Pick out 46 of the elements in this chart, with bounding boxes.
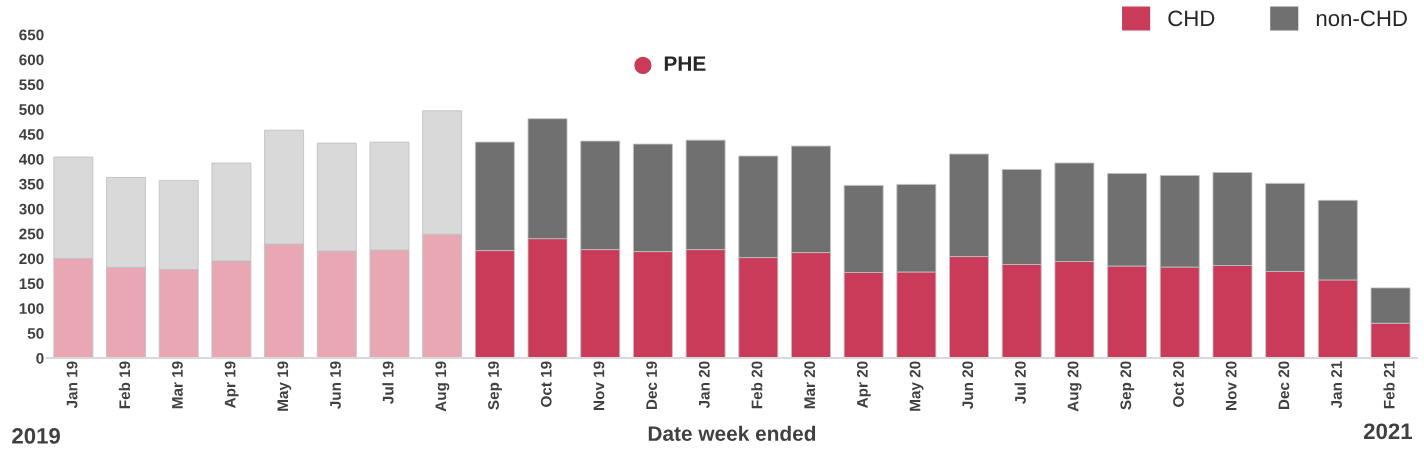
x-axis-title: Date week ended xyxy=(648,425,816,441)
x-tick-label: Feb 19 xyxy=(118,361,131,409)
x-tick-label: Nov 19 xyxy=(593,361,605,410)
x-tick-label: Sep 19 xyxy=(488,361,502,410)
x-tick-label: Dec 20 xyxy=(1278,361,1290,410)
text: 2021 xyxy=(1363,423,1412,440)
y-tick-label: 350 xyxy=(19,178,44,190)
x-tick-label: Sep 20 xyxy=(1120,361,1135,410)
x-tick-label: Mar 19 xyxy=(171,361,183,409)
legend-label: non-CHD xyxy=(1316,10,1407,27)
x-tick-label: Apr 19 xyxy=(224,361,239,408)
x-tick-label: Aug 19 xyxy=(435,361,450,412)
y-tick-label: 300 xyxy=(19,203,44,215)
x-tick-label: Feb 21 xyxy=(1383,361,1395,409)
x-tick-label: Jan 20 xyxy=(698,361,710,409)
y-tick-label: 100 xyxy=(19,303,44,314)
x-tick-label: Oct 20 xyxy=(1173,361,1184,407)
y-tick-label: 550 xyxy=(19,79,44,91)
x-tick-label: Nov 20 xyxy=(1225,361,1237,410)
y-tick-label: 600 xyxy=(19,54,44,66)
y-tick-label: 650 xyxy=(19,29,44,41)
x-tick-label: Jun 19 xyxy=(330,361,341,409)
x-tick-label: Apr 20 xyxy=(856,361,871,408)
x-tick-label: Jan 19 xyxy=(66,361,78,409)
x-tick-label: Jun 20 xyxy=(962,361,974,409)
x-tick-label: Feb 20 xyxy=(751,361,763,409)
x-tick-label: Oct 19 xyxy=(540,361,552,407)
x-tick-label: Jan 21 xyxy=(1331,361,1342,409)
x-tick-label: Dec 19 xyxy=(646,361,658,410)
x-tick-label: Jul 20 xyxy=(1014,361,1026,404)
y-tick-label: 150 xyxy=(19,278,44,290)
y-tick-label: 450 xyxy=(18,129,44,140)
legend-label: CHD xyxy=(1168,10,1215,27)
y-tick-label: 400 xyxy=(18,153,44,165)
text: 2019 xyxy=(12,428,60,444)
y-tick-label: 250 xyxy=(19,228,44,240)
x-tick-label: Aug 20 xyxy=(1067,361,1082,412)
y-tick-label: 200 xyxy=(19,253,44,265)
x-tick-label: May 20 xyxy=(909,361,924,411)
y-tick-label: 0 xyxy=(36,352,44,364)
annotation: PHE xyxy=(664,56,706,71)
x-tick-label: Mar 20 xyxy=(804,361,816,409)
y-tick-label: 500 xyxy=(19,104,44,115)
x-tick-label: Jul 19 xyxy=(382,361,394,404)
x-tick-label: May 19 xyxy=(277,361,292,411)
y-tick-label: 50 xyxy=(27,328,44,339)
